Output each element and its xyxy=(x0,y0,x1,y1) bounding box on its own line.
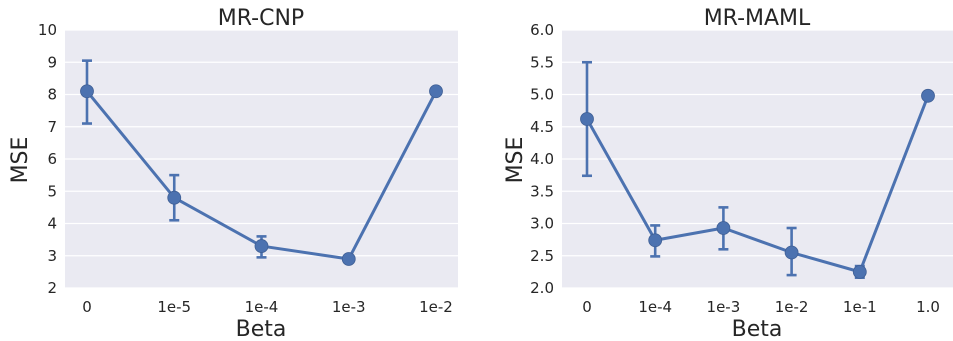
y-tick-label: 9 xyxy=(47,53,57,71)
y-tick-label: 3.0 xyxy=(530,215,554,233)
y-axis-label: MSE xyxy=(503,137,528,184)
y-tick-label: 8 xyxy=(47,86,57,104)
data-point xyxy=(716,221,731,235)
x-tick-label: 1e-3 xyxy=(707,298,741,316)
y-tick-label: 4 xyxy=(47,215,57,233)
chart-panel-mr-maml: 2.0 2.5 3.0 3.5 4.0 4.5 5.0 5.5 6.0 0 1e-4 1e-3 1e-… xyxy=(503,6,953,341)
chart-title: MR-CNP xyxy=(218,6,304,31)
y-tick-label: 3.5 xyxy=(530,182,554,200)
data-point xyxy=(254,239,269,253)
x-tick-label: 1.0 xyxy=(916,298,940,316)
data-point xyxy=(580,112,594,126)
y-tick-label: 2.5 xyxy=(530,247,554,265)
y-tick-label: 6 xyxy=(47,150,57,168)
x-tick-label: 0 xyxy=(582,298,592,316)
y-tick-label: 5.5 xyxy=(530,53,554,71)
x-tick-label: 1e-5 xyxy=(157,298,191,316)
chart-panel-mr-cnp: 2 3 4 5 6 7 8 9 10 0 1e-5 1e-4 1e-3 1e-2 MR-CNP Beta… xyxy=(8,6,458,341)
y-tick-label: 10 xyxy=(38,21,57,39)
x-tick-label: 1e-4 xyxy=(245,298,279,316)
y-tick-label: 2 xyxy=(47,279,57,297)
x-tick-label: 1e-1 xyxy=(843,298,877,316)
y-tick-label: 3 xyxy=(47,247,57,265)
data-point xyxy=(648,233,663,248)
x-axis-label: Beta xyxy=(732,317,783,341)
chart-title: MR-MAML xyxy=(704,6,811,31)
x-axis-label: Beta xyxy=(236,317,287,341)
y-tick-label: 6.0 xyxy=(530,21,554,39)
x-tick-label: 1e-4 xyxy=(638,298,672,316)
x-tick-label: 0 xyxy=(82,298,92,316)
series-line xyxy=(585,95,930,274)
data-point xyxy=(784,245,799,260)
y-tick-label: 5 xyxy=(47,182,57,200)
x-tick-label: 1e-3 xyxy=(332,298,366,316)
y-tick-label: 4.5 xyxy=(530,118,554,136)
y-tick-label: 7 xyxy=(47,118,57,136)
data-point xyxy=(921,88,935,103)
data-point xyxy=(852,264,867,279)
data-point xyxy=(341,252,356,266)
data-point xyxy=(429,84,443,99)
y-tick-label: 5.0 xyxy=(530,86,554,104)
data-point xyxy=(80,84,94,99)
y-axis-label: MSE xyxy=(8,137,33,184)
data-point xyxy=(167,190,182,205)
y-tick-label: 2.0 xyxy=(530,279,554,297)
y-tick-label: 4.0 xyxy=(530,150,554,168)
x-tick-label: 1e-2 xyxy=(775,298,809,316)
x-tick-label: 1e-2 xyxy=(419,298,453,316)
